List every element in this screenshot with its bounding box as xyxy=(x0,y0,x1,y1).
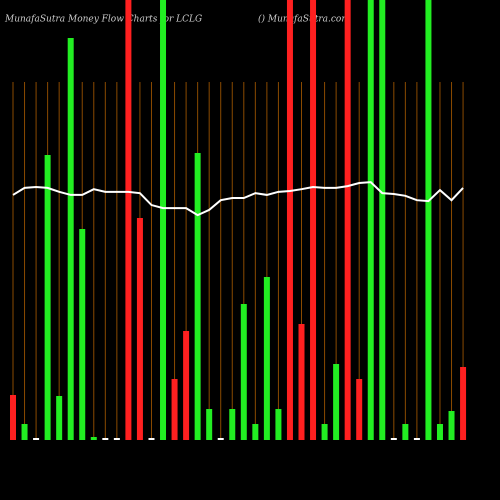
bar xyxy=(67,38,74,440)
bar xyxy=(344,0,351,440)
mfi-line xyxy=(12,181,464,217)
bar xyxy=(298,324,305,440)
bar xyxy=(229,409,236,440)
bar xyxy=(136,218,143,440)
bar xyxy=(413,438,420,440)
bar xyxy=(148,438,155,440)
bar xyxy=(194,153,201,440)
bar xyxy=(310,0,317,440)
bar xyxy=(102,438,109,440)
bar xyxy=(252,424,259,440)
bar xyxy=(263,277,270,440)
bar xyxy=(160,0,167,440)
bar xyxy=(448,411,455,440)
bar xyxy=(113,438,120,440)
bar xyxy=(436,424,443,440)
bar xyxy=(367,0,374,440)
bar xyxy=(44,155,51,440)
bar xyxy=(171,379,178,440)
bar xyxy=(275,409,282,440)
bar xyxy=(379,0,386,440)
bar xyxy=(79,229,86,440)
chart-subtitle: () MunafaSutra.com xyxy=(258,14,350,25)
bar xyxy=(321,424,328,440)
bar xyxy=(217,438,224,440)
bar xyxy=(206,409,213,440)
bar xyxy=(21,424,28,440)
bar xyxy=(356,379,363,440)
bar xyxy=(33,438,40,440)
bar xyxy=(56,396,63,440)
bar xyxy=(333,364,340,440)
bar xyxy=(10,395,16,440)
bar xyxy=(183,331,190,440)
bar xyxy=(425,0,432,440)
bar xyxy=(240,304,247,440)
bar xyxy=(286,0,293,440)
bar xyxy=(402,424,409,440)
bar xyxy=(90,437,97,440)
bar xyxy=(460,367,467,440)
chart-title: MunafaSutra Money Flow Charts for LCLG xyxy=(4,15,202,25)
bar xyxy=(390,438,397,440)
bar xyxy=(125,0,132,440)
